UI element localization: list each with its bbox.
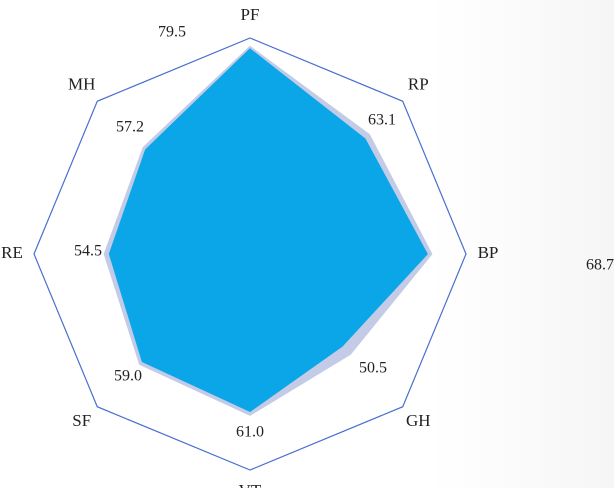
axis-label: VT xyxy=(239,481,262,488)
axis-label: GH xyxy=(406,411,431,430)
axis-label: SF xyxy=(72,411,91,430)
axis-label: RP xyxy=(408,75,429,94)
axis-label: PF xyxy=(241,5,260,24)
axis-label: MH xyxy=(68,75,95,94)
value-label: 61.0 xyxy=(236,424,264,441)
value-label: 63.1 xyxy=(368,112,396,129)
value-label: 79.5 xyxy=(158,24,186,41)
value-label: 57.2 xyxy=(116,119,144,136)
axis-label: RE xyxy=(1,243,23,262)
value-label: 68.7 xyxy=(586,257,614,274)
axis-label: BP xyxy=(478,243,499,262)
value-label: 59.0 xyxy=(114,368,142,385)
value-label: 54.5 xyxy=(74,243,102,260)
value-label: 50.5 xyxy=(359,360,387,377)
grid-octagon xyxy=(33,37,467,471)
series-area xyxy=(108,48,428,413)
